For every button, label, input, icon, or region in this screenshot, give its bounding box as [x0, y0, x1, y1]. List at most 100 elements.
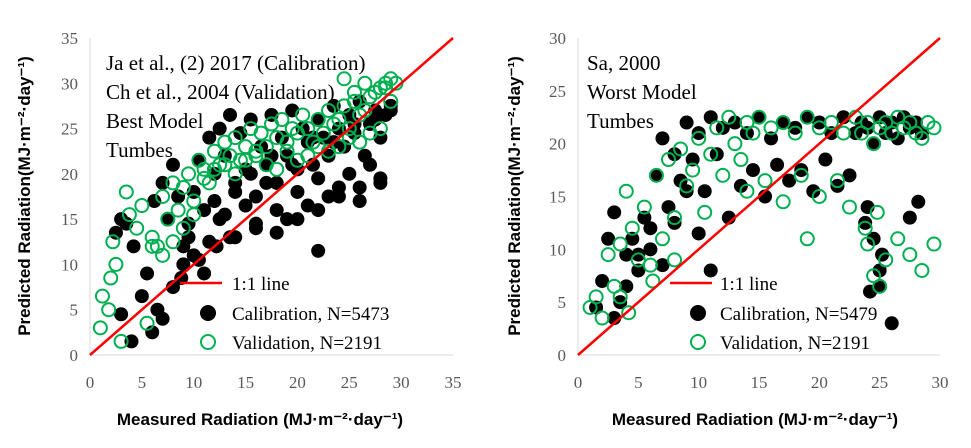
validation-point: [357, 75, 373, 91]
calibration-point: [866, 231, 881, 246]
validation-point: [679, 178, 695, 194]
calibration-point: [311, 171, 326, 186]
validation-point: [703, 146, 719, 162]
validation-point: [811, 120, 827, 136]
validation-point: [654, 231, 670, 247]
validation-point: [165, 234, 181, 250]
validation-point: [279, 143, 295, 159]
calibration-point: [108, 225, 123, 240]
validation-point: [253, 125, 269, 141]
calibration-point: [673, 173, 688, 188]
annotation-text: Sa, 2000: [587, 51, 661, 75]
calibration-point: [186, 248, 201, 263]
validation-point: [661, 152, 676, 168]
validation-point: [914, 130, 930, 146]
validation-point: [857, 220, 873, 236]
calibration-point: [872, 279, 887, 294]
validation-point: [648, 167, 664, 183]
x-tick-label: 35: [445, 373, 462, 392]
validation-point: [160, 211, 176, 227]
validation-point: [866, 136, 882, 152]
calibration-point: [902, 210, 917, 225]
x-tick-label: 20: [289, 373, 306, 392]
validation-point: [300, 148, 316, 164]
calibration-point: [228, 184, 243, 199]
validation-point: [787, 125, 803, 141]
calibration-point: [373, 171, 388, 186]
calibration-point: [160, 212, 175, 227]
calibration-point: [207, 194, 222, 209]
y-tick-label: 30: [61, 74, 78, 93]
validation-point: [926, 236, 942, 252]
calibration-point: [703, 263, 718, 278]
calibration-point: [269, 175, 284, 190]
validation-point: [799, 109, 815, 125]
validation-point: [600, 247, 616, 263]
validation-point: [155, 247, 171, 263]
calibration-point: [788, 120, 803, 135]
calibration-point: [311, 243, 326, 258]
y-tick-label: 25: [61, 120, 78, 139]
calibration-point: [842, 168, 857, 183]
validation-point: [588, 289, 604, 305]
calibration-point: [243, 166, 258, 181]
validation-point: [378, 80, 394, 96]
validation-point: [763, 120, 779, 136]
validation-point: [336, 71, 352, 87]
validation-point: [667, 210, 683, 226]
validation-point: [118, 184, 134, 200]
validation-point: [799, 231, 815, 247]
calibration-point: [165, 157, 180, 172]
calibration-point: [197, 266, 212, 281]
calibration-point: [830, 178, 845, 193]
y-axis-title: Predicted Radiation(MJ·m⁻²·day⁻¹): [15, 56, 34, 336]
one-to-one-line: [89, 37, 454, 356]
validation-point: [181, 166, 197, 182]
validation-point: [295, 107, 311, 123]
x-tick-label: 25: [341, 373, 358, 392]
x-tick-label: 0: [86, 373, 95, 392]
calibration-point: [238, 198, 253, 213]
validation-point: [105, 234, 121, 250]
calibration-point: [311, 112, 326, 127]
validation-point: [175, 179, 191, 195]
legend-label: 1:1 line: [720, 274, 778, 295]
validation-point: [715, 167, 731, 183]
validation-point: [346, 84, 362, 100]
legend-label: Calibration, N=5473: [232, 304, 389, 325]
validation-point: [823, 115, 839, 131]
calibration-point: [140, 266, 155, 281]
y-tick-label: 5: [558, 293, 567, 312]
validation-point: [775, 115, 791, 131]
validation-point: [170, 202, 186, 218]
calibration-point: [872, 110, 887, 125]
x-tick-label: 15: [237, 373, 254, 392]
calibration-point: [331, 189, 346, 204]
validation-point: [279, 134, 295, 150]
calibration-point: [147, 194, 162, 209]
validation-point: [594, 310, 610, 326]
calibration-point: [363, 157, 378, 172]
calibration-point: [745, 163, 760, 178]
validation-point: [869, 204, 885, 220]
validation-point: [621, 305, 637, 321]
y-axis-title: Predicted Radiation(MJ·m⁻²·day⁻¹): [505, 56, 524, 336]
calibration-point: [228, 230, 243, 245]
validation-point: [733, 152, 749, 168]
calibration-point: [649, 168, 664, 183]
y-tick-label: 10: [61, 255, 78, 274]
annotation-text: Ch et al., 2004 (Validation): [106, 80, 335, 104]
validation-point: [94, 288, 110, 304]
calibration-point: [269, 225, 284, 240]
y-tick-label: 35: [61, 29, 78, 48]
y-tick-label: 15: [549, 188, 566, 207]
validation-point: [134, 198, 150, 214]
legend-label: Validation, N=2191: [232, 333, 382, 354]
y-tick-label: 30: [549, 29, 566, 48]
x-tick-label: 20: [811, 373, 828, 392]
validation-point: [842, 199, 857, 215]
calibration-point: [800, 110, 815, 125]
calibration-point: [752, 110, 766, 125]
calibration-point: [607, 205, 622, 220]
